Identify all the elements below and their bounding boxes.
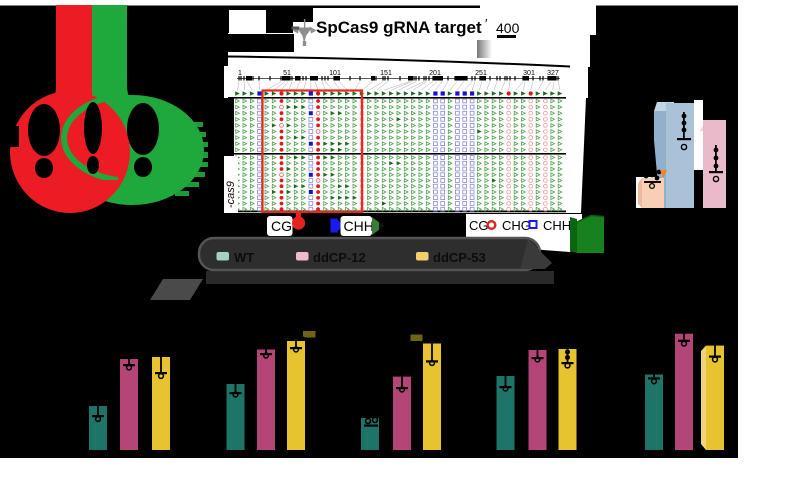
svg-text:-cas9: -cas9: [225, 181, 237, 208]
svg-text:′: ′: [485, 16, 488, 31]
svg-text:ddCP-12: ddCP-12: [313, 250, 366, 265]
svg-text:CHH: CHH: [344, 218, 374, 234]
svg-text:327: 327: [547, 70, 559, 77]
svg-text:WT: WT: [234, 250, 254, 265]
svg-text:101: 101: [329, 70, 341, 77]
svg-text:1: 1: [238, 70, 242, 77]
svg-text:SpCas9 gRNA target: SpCas9 gRNA target: [316, 18, 482, 37]
svg-text:CHG: CHG: [502, 218, 531, 233]
svg-text:51: 51: [283, 70, 291, 77]
svg-text:201: 201: [429, 70, 441, 77]
svg-text:301: 301: [523, 70, 535, 77]
svg-text:CG: CG: [271, 218, 292, 234]
svg-text:CG: CG: [469, 218, 489, 233]
svg-text:151: 151: [380, 70, 392, 77]
svg-text:251: 251: [475, 70, 487, 77]
svg-text:CHH: CHH: [543, 218, 571, 233]
svg-text:400: 400: [496, 20, 520, 36]
svg-text:ddCP-53: ddCP-53: [433, 250, 486, 265]
